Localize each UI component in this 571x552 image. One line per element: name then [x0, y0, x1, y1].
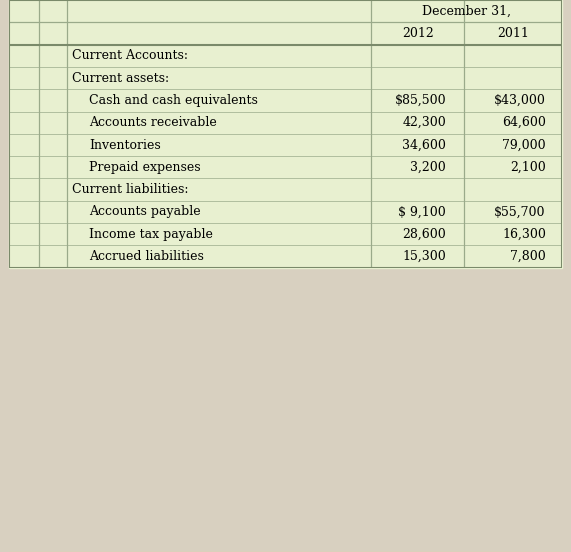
Text: 3,200: 3,200 — [411, 161, 446, 174]
Text: $43,000: $43,000 — [494, 94, 546, 107]
Text: $55,700: $55,700 — [494, 205, 546, 219]
Text: Accounts receivable: Accounts receivable — [89, 116, 216, 129]
Text: Current liabilities:: Current liabilities: — [73, 183, 189, 196]
Text: 79,000: 79,000 — [502, 139, 546, 151]
Text: 28,600: 28,600 — [403, 228, 446, 241]
Text: Income tax payable: Income tax payable — [89, 228, 213, 241]
Text: Inventories: Inventories — [89, 139, 160, 151]
Text: Accounts payable: Accounts payable — [89, 205, 200, 219]
Text: Current Accounts:: Current Accounts: — [73, 49, 188, 62]
Text: 2012: 2012 — [402, 27, 433, 40]
Text: December 31,: December 31, — [423, 4, 512, 18]
Text: $85,500: $85,500 — [395, 94, 446, 107]
Text: 2,100: 2,100 — [510, 161, 546, 174]
Text: 64,600: 64,600 — [502, 116, 546, 129]
Text: Accrued liabilities: Accrued liabilities — [89, 250, 204, 263]
Text: Cash and cash equivalents: Cash and cash equivalents — [89, 94, 258, 107]
Text: Current assets:: Current assets: — [73, 72, 170, 84]
Text: Prepaid expenses: Prepaid expenses — [89, 161, 200, 174]
Text: 34,600: 34,600 — [402, 139, 446, 151]
Text: 16,300: 16,300 — [502, 228, 546, 241]
Text: $ 9,100: $ 9,100 — [399, 205, 446, 219]
Text: 42,300: 42,300 — [403, 116, 446, 129]
Text: 7,800: 7,800 — [510, 250, 546, 263]
Text: 2011: 2011 — [497, 27, 529, 40]
Text: 15,300: 15,300 — [403, 250, 446, 263]
